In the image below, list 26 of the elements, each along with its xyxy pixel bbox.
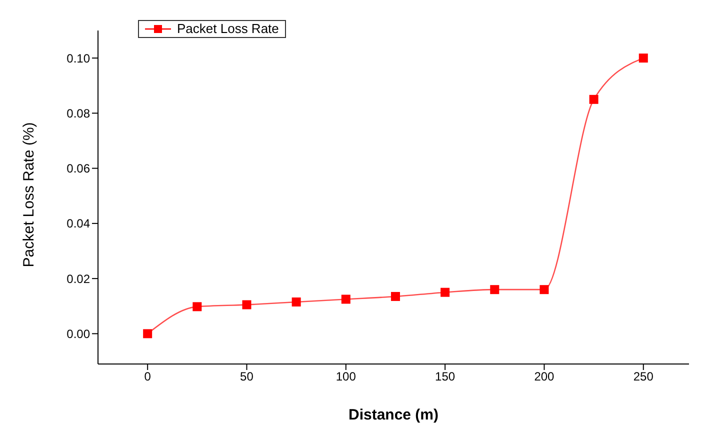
y-tick-label: 0.02 [66, 272, 90, 286]
point [192, 302, 202, 312]
y-tick-label: 0.06 [66, 162, 90, 176]
x-axis-title: Distance (m) [348, 406, 439, 424]
legend-label: Packet Loss Rate [176, 21, 279, 36]
x-tick-label: 50 [240, 370, 254, 384]
point [242, 300, 252, 310]
point [589, 94, 598, 104]
y-tick-label: 0.10 [66, 51, 90, 66]
x-tick-label: 150 [435, 370, 456, 384]
x-tick-label: 0 [144, 370, 152, 384]
y-axis-title: Packet Loss Rate (%) [20, 122, 38, 268]
x-tick-label: 100 [336, 370, 356, 384]
point [490, 285, 500, 294]
point [292, 297, 301, 306]
y-tick-label: 0.04 [66, 216, 90, 231]
point [540, 285, 549, 294]
point [143, 329, 152, 338]
point [341, 294, 350, 304]
x-tick-label: 200 [534, 370, 555, 384]
point [440, 288, 450, 297]
y-tick-label: 0.08 [66, 106, 90, 120]
x-tick-label: 250 [633, 370, 654, 384]
y-tick-label: 0.00 [66, 326, 90, 341]
point [390, 292, 400, 301]
point [638, 54, 648, 63]
